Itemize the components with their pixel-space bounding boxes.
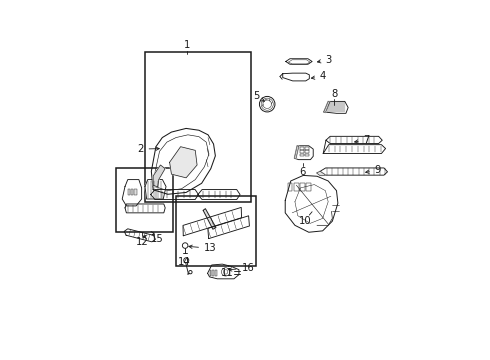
Polygon shape: [122, 180, 142, 206]
Bar: [134, 189, 137, 195]
Text: 13: 13: [189, 243, 217, 253]
Polygon shape: [323, 145, 386, 153]
Bar: [294, 183, 298, 191]
Bar: [305, 147, 309, 150]
Bar: [300, 154, 304, 156]
Polygon shape: [198, 190, 240, 199]
Polygon shape: [145, 180, 166, 199]
Polygon shape: [183, 207, 242, 236]
Bar: [288, 183, 293, 191]
Text: 11: 11: [221, 268, 234, 278]
Polygon shape: [170, 147, 197, 178]
Polygon shape: [324, 102, 330, 112]
Polygon shape: [294, 146, 299, 158]
Text: 12: 12: [136, 237, 149, 247]
Text: 15: 15: [144, 234, 164, 244]
Polygon shape: [317, 171, 326, 176]
Text: 3: 3: [318, 55, 332, 65]
Polygon shape: [151, 129, 216, 194]
Bar: [305, 150, 309, 153]
Text: 1: 1: [184, 40, 190, 50]
Polygon shape: [285, 175, 338, 232]
Text: 2: 2: [137, 144, 159, 154]
Polygon shape: [151, 190, 198, 199]
Bar: [116, 168, 173, 232]
Polygon shape: [124, 229, 155, 242]
Polygon shape: [153, 165, 165, 187]
Bar: [131, 189, 133, 195]
Bar: [210, 270, 212, 276]
Text: 8: 8: [331, 89, 338, 99]
Bar: [215, 270, 217, 276]
Bar: [300, 183, 305, 191]
Text: 7: 7: [355, 135, 370, 145]
Text: 14: 14: [178, 257, 190, 267]
Polygon shape: [326, 136, 382, 144]
Text: 9: 9: [366, 165, 381, 175]
Polygon shape: [286, 59, 312, 64]
Polygon shape: [283, 73, 309, 81]
Bar: [145, 52, 250, 202]
Text: 4: 4: [311, 72, 326, 81]
Text: 16: 16: [228, 263, 254, 273]
Bar: [300, 147, 304, 150]
Circle shape: [182, 243, 188, 248]
Polygon shape: [203, 209, 216, 229]
Polygon shape: [125, 204, 165, 213]
Polygon shape: [208, 216, 249, 239]
Bar: [300, 150, 304, 153]
Polygon shape: [294, 146, 313, 159]
Text: 10: 10: [299, 216, 312, 226]
Text: 5: 5: [253, 91, 265, 102]
Bar: [306, 183, 311, 191]
Bar: [305, 154, 309, 156]
Bar: [128, 189, 130, 195]
Polygon shape: [324, 102, 348, 113]
Circle shape: [189, 270, 192, 274]
Text: 6: 6: [299, 167, 306, 177]
Polygon shape: [320, 168, 388, 175]
Circle shape: [259, 96, 275, 112]
Polygon shape: [208, 264, 239, 279]
Bar: [212, 270, 214, 276]
Circle shape: [184, 258, 189, 263]
Bar: [176, 196, 256, 266]
